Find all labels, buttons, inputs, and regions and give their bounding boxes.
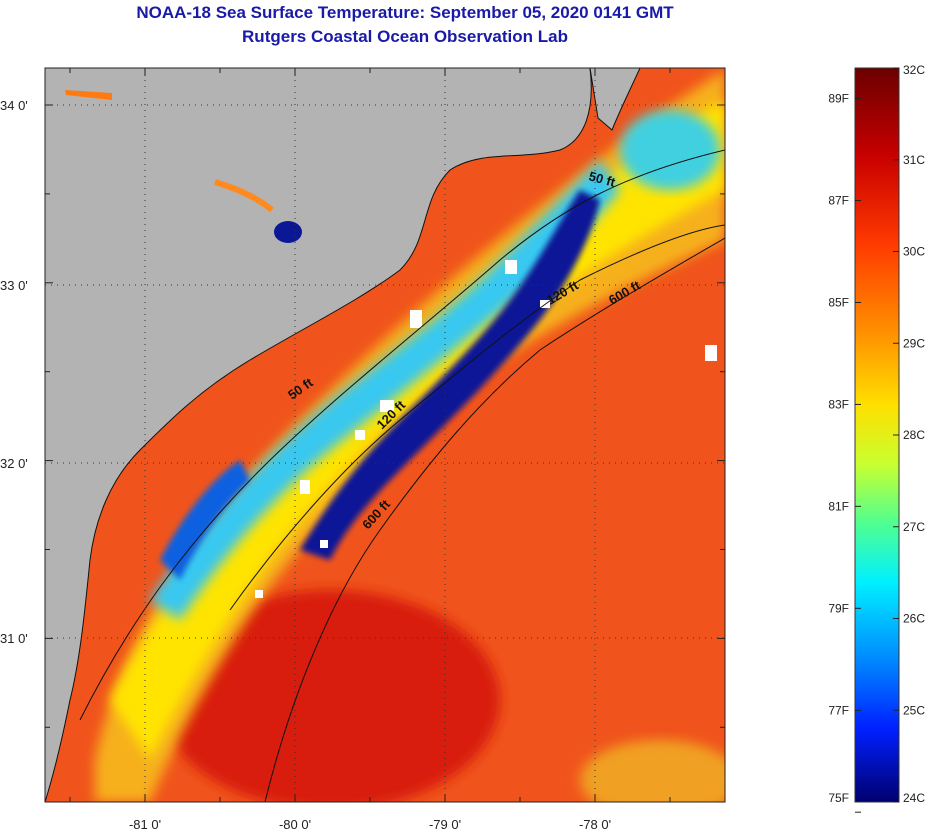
- colorbar-celsius-label: 25C: [903, 703, 925, 717]
- contour-label-50ft-north: 50 ft: [587, 168, 617, 190]
- isobath-600ft: [264, 237, 725, 802]
- isobath-50ft: [79, 149, 725, 721]
- colorbar-celsius-label: 27C: [903, 520, 925, 534]
- colorbar-celsius-label: 32C: [903, 63, 925, 77]
- lat-label-32: 32 0': [0, 456, 28, 471]
- lat-label-33: 33 0': [0, 278, 28, 293]
- land-mass: [45, 68, 592, 802]
- inland-river: [214, 179, 274, 213]
- colorbar-celsius-label: 30C: [903, 245, 925, 259]
- colorbar: [854, 67, 900, 803]
- axis-ticks: [45, 68, 725, 802]
- colorbar-fahrenheit-label: 79F: [828, 601, 849, 615]
- land-ne: [589, 68, 641, 131]
- title-line-1: NOAA-18 Sea Surface Temperature: Septemb…: [136, 3, 674, 22]
- inland-lake: [274, 221, 302, 243]
- colorbar-ticks: [855, 67, 899, 813]
- colorbar-fahrenheit-label: 77F: [828, 703, 849, 717]
- colorbar-fahrenheit-labels: 89F 87F 85F 83F 81F 79F 77F 75F: [828, 92, 849, 805]
- isobath-120ft: [229, 224, 725, 611]
- inland-lake-2: [65, 90, 112, 100]
- lat-label-34: 34 0': [0, 98, 28, 113]
- lon-label-78: -78 0': [579, 817, 611, 832]
- lon-label-79: -79 0': [429, 817, 461, 832]
- colorbar-fahrenheit-label: 87F: [828, 194, 849, 208]
- cool-streak-cyan: [150, 160, 620, 620]
- ne-eddy: [620, 110, 720, 190]
- colorbar-celsius-label: 31C: [903, 153, 925, 167]
- colorbar-celsius-label: 24C: [903, 791, 925, 805]
- lat-label-31: 31 0': [0, 631, 28, 646]
- colorbar-celsius-label: 28C: [903, 428, 925, 442]
- colorbar-fahrenheit-label: 83F: [828, 397, 849, 411]
- graticule: [45, 68, 725, 802]
- lon-label-80: -80 0': [279, 817, 311, 832]
- map-frame: [44, 67, 726, 803]
- colorbar-fahrenheit-label: 89F: [828, 92, 849, 106]
- lon-label-81: -81 0': [129, 817, 161, 832]
- colorbar-celsius-label: 29C: [903, 336, 925, 350]
- title-line-2: Rutgers Coastal Ocean Observation Lab: [242, 27, 568, 46]
- cool-nearshore: [160, 460, 250, 580]
- colorbar-celsius-label: 26C: [903, 612, 925, 626]
- hot-patch: [160, 590, 500, 802]
- colorbar-fahrenheit-label: 75F: [828, 791, 849, 805]
- sst-image: [45, 68, 725, 802]
- cool-core: [300, 190, 600, 560]
- colorbar-fahrenheit-label: 85F: [828, 295, 849, 309]
- colorbar-fahrenheit-label: 81F: [828, 499, 849, 513]
- cloud-specks: [255, 260, 717, 598]
- orange-patch: [580, 740, 725, 802]
- colorbar-celsius-labels: 32C 31C 30C 29C 28C 27C 26C 25C 24C: [903, 63, 925, 805]
